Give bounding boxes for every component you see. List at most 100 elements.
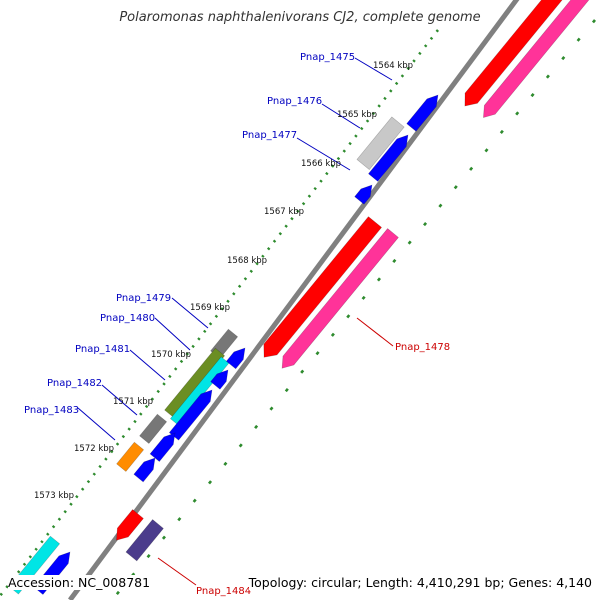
ruler-dash xyxy=(266,247,271,251)
label-leaders xyxy=(77,57,394,586)
ruler-dash xyxy=(86,479,91,484)
leader-1482 xyxy=(101,384,138,416)
leader-1480 xyxy=(154,317,191,351)
ruler-dash xyxy=(261,254,265,258)
leader-1478 xyxy=(356,317,394,347)
backbone-line xyxy=(67,0,520,600)
ruler-dash xyxy=(499,129,504,134)
kbp-label: 1565 kbp xyxy=(337,110,377,120)
kbp-label: 1569 kbp xyxy=(190,303,230,313)
ruler-dash xyxy=(51,525,56,529)
leader-1475 xyxy=(354,57,393,81)
gene-arrow-1478b xyxy=(281,228,399,369)
gene-label-pnap-1475[interactable]: Pnap_1475 xyxy=(300,52,355,63)
gene-label-pnap-1482[interactable]: Pnap_1482 xyxy=(47,378,102,389)
gene-label-pnap-1477[interactable]: Pnap_1477 xyxy=(242,130,297,141)
ruler-dash xyxy=(330,332,335,337)
gene-arrow-b xyxy=(210,369,229,390)
ruler-dash xyxy=(278,232,283,236)
gene-label-pnap-1479[interactable]: Pnap_1479 xyxy=(116,293,171,304)
ruler-dash xyxy=(361,295,366,300)
gene-arrow-small xyxy=(354,184,373,205)
ruler-dash xyxy=(254,424,259,430)
ruler-dash xyxy=(192,498,197,503)
ruler-dash xyxy=(161,535,166,540)
gene-label-pnap-1478[interactable]: Pnap_1478 xyxy=(395,342,450,353)
ruler-dash xyxy=(406,66,410,71)
kbp-label: 1567 kbp xyxy=(264,207,304,217)
ruler-dash xyxy=(284,224,288,228)
gene-arrow-a xyxy=(225,347,246,370)
ruler-dash xyxy=(530,92,535,98)
ruler-dash xyxy=(591,19,597,24)
gene-label-pnap-1481[interactable]: Pnap_1481 xyxy=(75,344,130,355)
ruler-dash xyxy=(214,314,219,319)
ruler-dash xyxy=(307,194,312,198)
ruler-dash xyxy=(80,487,85,491)
ruler-dash xyxy=(5,585,9,589)
gene-arrow-1476 xyxy=(356,116,405,171)
ruler-dash xyxy=(243,277,248,281)
ruler-dash xyxy=(238,443,243,448)
ruler-dash xyxy=(418,51,422,56)
ruler-dash xyxy=(394,81,399,86)
ruler-dashes xyxy=(0,19,597,597)
kbp-ruler-labels: 1564 kbp 1565 kbp 1566 kbp 1567 kbp 1568… xyxy=(34,61,413,501)
ruler-dash xyxy=(336,156,341,161)
map-title: Polaromonas naphthalenivorans CJ2, compl… xyxy=(119,10,481,25)
ruler-dash xyxy=(319,179,323,183)
gene-label-pnap-1484[interactable]: Pnap_1484 xyxy=(196,586,251,597)
ruler-dash xyxy=(22,562,27,566)
ruler-dash xyxy=(284,388,289,393)
leader-1481 xyxy=(129,349,166,381)
ruler-dash xyxy=(269,406,274,411)
ruler-dash xyxy=(220,307,224,311)
gene-features xyxy=(8,0,590,600)
ruler-dash xyxy=(301,201,306,206)
ruler-dash xyxy=(515,111,520,116)
ruler-dash xyxy=(423,44,428,48)
ruler-dash xyxy=(110,449,114,454)
ruler-dash xyxy=(144,404,149,409)
ruler-dash xyxy=(255,262,259,266)
ruler-dash xyxy=(185,352,190,356)
leader-1476 xyxy=(321,103,361,129)
ruler-dash xyxy=(133,419,137,424)
ruler-dash xyxy=(354,134,358,138)
leader-1483 xyxy=(77,407,116,441)
ruler-dash xyxy=(407,240,412,245)
ruler-dash xyxy=(469,166,474,171)
ruler-dash xyxy=(545,74,550,79)
ruler-dash xyxy=(232,292,236,296)
ruler-dash xyxy=(203,329,207,334)
ruler-dash xyxy=(173,367,178,371)
ruler-dash xyxy=(383,96,387,101)
gene-arrow-e xyxy=(133,457,156,483)
gene-arrow-red xyxy=(464,0,563,107)
ruler-dash xyxy=(376,277,381,282)
gene-label-pnap-1483[interactable]: Pnap_1483 xyxy=(24,405,79,416)
ruler-dash xyxy=(127,427,131,431)
ruler-dash xyxy=(360,126,364,131)
kbp-label: 1573 kbp xyxy=(34,491,74,501)
ruler-dash xyxy=(365,119,370,123)
ruler-dash xyxy=(208,480,213,485)
ruler-dash xyxy=(237,284,242,288)
ruler-dash xyxy=(453,185,458,190)
gene-label-pnap-1476[interactable]: Pnap_1476 xyxy=(267,96,322,107)
ruler-dash xyxy=(208,322,213,326)
ruler-dash xyxy=(484,148,489,153)
ruler-dash xyxy=(115,590,120,596)
ruler-dash xyxy=(156,389,160,394)
ruler-dash xyxy=(392,258,397,264)
ruler-dash xyxy=(389,89,393,93)
ruler-dash xyxy=(34,547,38,551)
gene-arrow-pink xyxy=(483,0,590,118)
ruler-dash xyxy=(272,239,277,243)
gene-arrow-1483 xyxy=(116,441,145,472)
gene-arrow-1482 xyxy=(139,413,168,444)
ruler-dash xyxy=(0,592,3,597)
gene-arrow-1478 xyxy=(263,216,382,358)
gene-label-pnap-1480[interactable]: Pnap_1480 xyxy=(100,313,155,324)
gene-arrow-1484b xyxy=(125,519,164,562)
